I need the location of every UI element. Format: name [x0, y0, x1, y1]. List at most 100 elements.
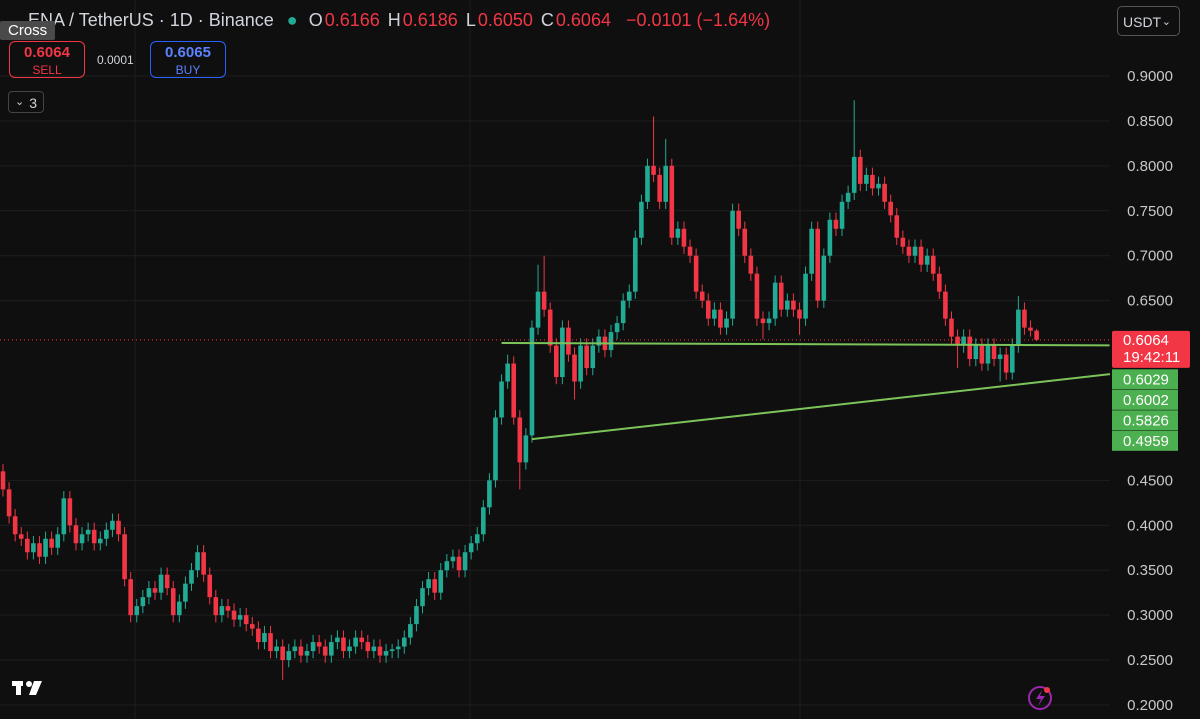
candle-body: [778, 282, 784, 310]
line-value-label: 0.6029: [1123, 371, 1169, 388]
candle-body: [249, 624, 255, 629]
candle-body: [1022, 309, 1027, 328]
candle-body: [693, 255, 699, 292]
sell-price: 0.6064: [24, 44, 70, 61]
candle-body: [851, 156, 857, 193]
candle-body: [201, 552, 206, 575]
sell-button[interactable]: 0.6064 SELL: [9, 41, 85, 78]
candle-body: [1003, 354, 1009, 373]
candle-body: [699, 291, 705, 301]
candle-body: [91, 529, 97, 544]
candle-body: [973, 345, 979, 360]
candle-body: [803, 273, 808, 319]
candle-body: [937, 273, 942, 292]
candle-body: [760, 318, 766, 324]
candle-body: [815, 228, 821, 301]
lightning-icon[interactable]: [1028, 686, 1052, 710]
candle-body: [614, 323, 620, 333]
candle-body: [347, 646, 352, 652]
candle-body: [560, 327, 565, 378]
candle-body: [645, 165, 650, 202]
candle-body: [341, 637, 346, 652]
candle-body: [177, 601, 182, 616]
candle-body: [736, 210, 741, 229]
candle-body: [639, 201, 644, 238]
candle-body: [991, 345, 997, 360]
y-tick-label: 0.4500: [1127, 472, 1173, 489]
buy-price: 0.6065: [165, 44, 211, 61]
line-value-box: [1112, 430, 1178, 451]
candle-body: [67, 498, 73, 526]
symbol-header: ENA / TetherUS · 1D · Binance ● O 0.6166 H…: [28, 10, 771, 30]
y-tick-label: 0.6500: [1127, 293, 1173, 310]
candle-body: [420, 588, 425, 607]
candle-body: [37, 543, 42, 557]
y-tick-label: 0.2000: [1127, 697, 1173, 714]
candle-body: [426, 579, 431, 589]
candle-body: [128, 579, 133, 616]
candle-body: [371, 646, 377, 652]
candle-body: [955, 336, 960, 346]
candle-body: [499, 381, 504, 418]
line-value-label: 0.4959: [1123, 433, 1169, 450]
candle-body: [797, 309, 802, 319]
candle-body: [468, 543, 474, 553]
candle-body: [365, 642, 371, 652]
candle-body: [620, 300, 626, 324]
candle-body: [985, 345, 991, 364]
candle-body: [596, 336, 602, 346]
candle-body: [827, 219, 833, 256]
candle-body: [663, 165, 669, 202]
candle-body: [566, 327, 571, 355]
buy-button[interactable]: 0.6065 BUY: [150, 41, 226, 78]
line-value-box: [1112, 410, 1178, 431]
candle-body: [310, 642, 316, 652]
candle-body: [256, 628, 261, 643]
candle-body: [237, 615, 243, 620]
candle-body: [401, 637, 407, 647]
crosshair-tooltip: Cross: [0, 21, 56, 40]
y-tick-label: 0.2500: [1127, 652, 1173, 669]
candle-body: [116, 520, 121, 535]
candle-body: [183, 583, 188, 602]
candle-body: [18, 534, 24, 539]
candle-body: [590, 345, 596, 369]
candle-body: [1034, 330, 1039, 340]
candle-body: [219, 606, 225, 616]
candle-body: [207, 574, 213, 598]
candle-body: [669, 165, 675, 238]
countdown: 19:42:11: [1123, 349, 1180, 366]
candle-body: [31, 543, 36, 553]
line-value-label: 0.5826: [1123, 412, 1169, 429]
symbol-title[interactable]: ENA / TetherUS · 1D · Binance: [28, 10, 274, 30]
candle-body: [657, 174, 662, 202]
candle-body: [450, 556, 456, 562]
candle-body: [766, 318, 772, 324]
candle-body: [900, 237, 906, 247]
candle-body: [633, 237, 638, 292]
candle-body: [61, 498, 67, 535]
candle-body: [79, 534, 85, 544]
candle-body: [170, 588, 176, 616]
candle-body: [839, 201, 845, 229]
ohlc-value: 0.6186: [402, 10, 458, 30]
sell-label: SELL: [32, 63, 62, 77]
indicator-toggle[interactable]: ⌄ 3: [8, 91, 44, 113]
candle-body: [1016, 309, 1021, 346]
candle-body: [924, 255, 930, 265]
candle-body: [444, 561, 450, 571]
ohlc-key: C: [540, 10, 554, 30]
candle-body: [189, 570, 194, 584]
candle-body: [49, 538, 54, 548]
spread: 0.0001: [97, 53, 134, 67]
candle-body: [6, 489, 12, 517]
candle-body: [535, 291, 541, 328]
candle-body: [870, 174, 875, 189]
candle-body: [718, 309, 723, 328]
y-tick-label: 0.3000: [1127, 607, 1173, 624]
y-tick-label: 0.4000: [1127, 517, 1173, 534]
currency-select[interactable]: USDT ⌄: [1117, 6, 1180, 36]
candle-body: [353, 637, 358, 647]
candle-body: [730, 210, 735, 319]
